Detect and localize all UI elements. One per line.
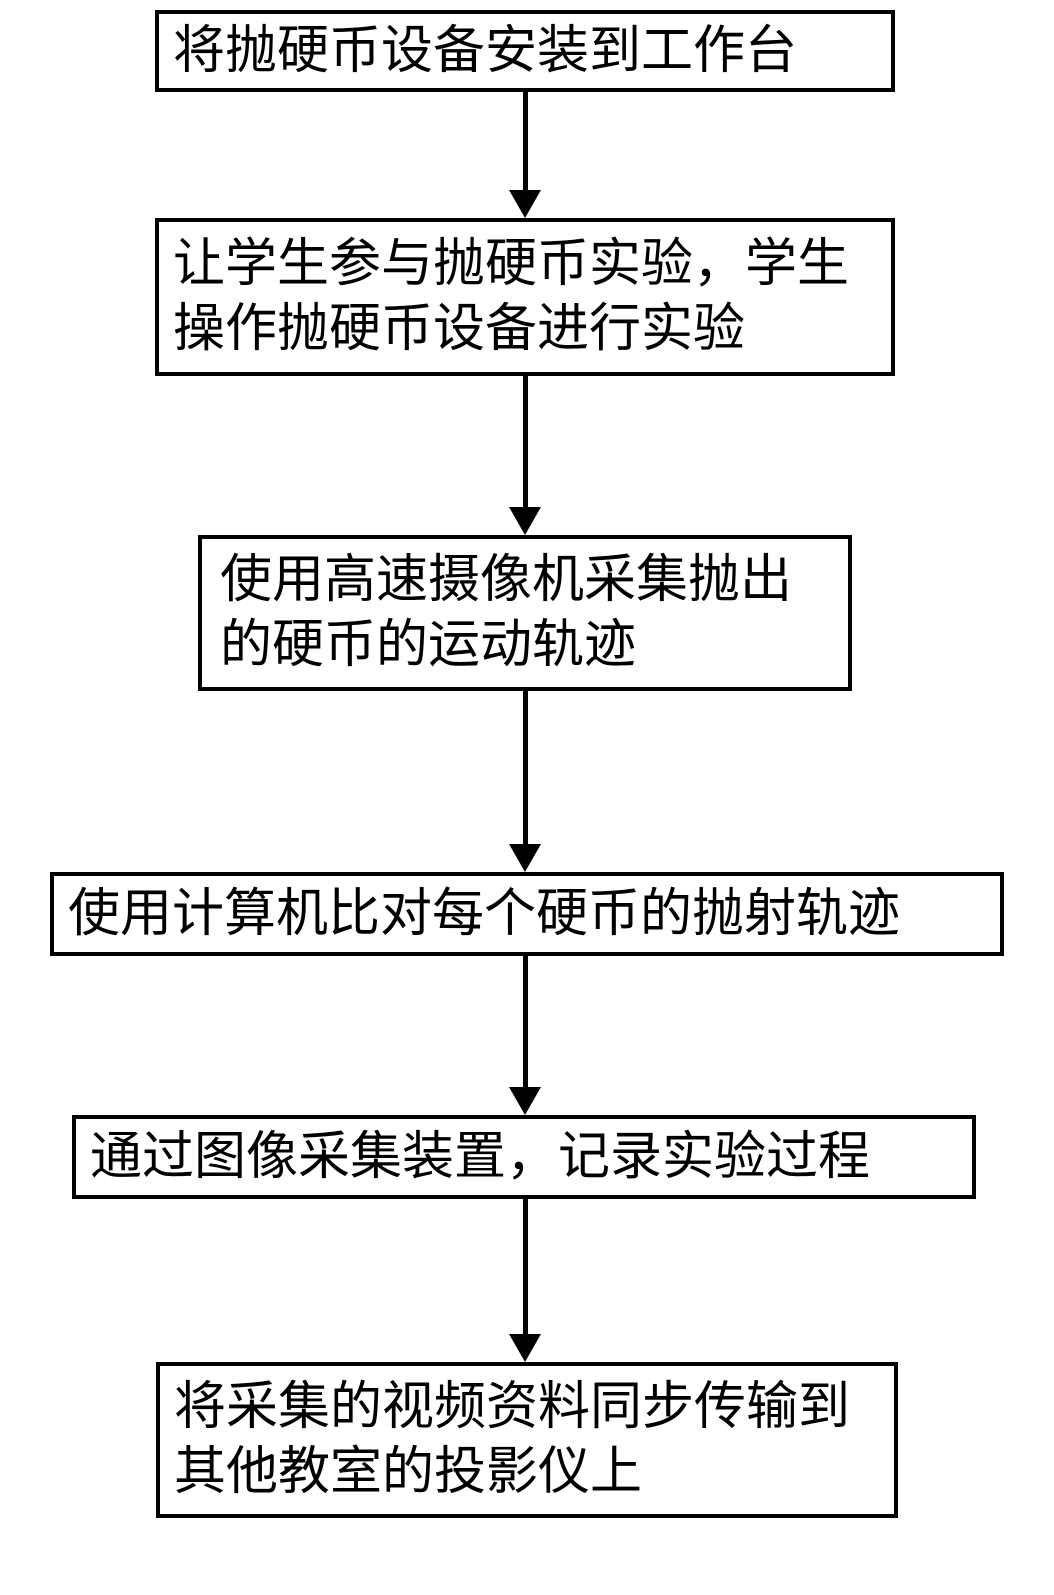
flowchart-canvas: 将抛硬币设备安装到工作台让学生参与抛硬币实验，学生操作抛硬币设备进行实验使用高速… [0, 0, 1054, 1595]
arrow-head-icon [509, 190, 541, 218]
flow-node-label: 使用高速摄像机采集抛出的硬币的运动轨迹 [220, 548, 840, 678]
flow-node-n2: 让学生参与抛硬币实验，学生操作抛硬币设备进行实验 [155, 218, 895, 376]
flow-edge [523, 956, 528, 1087]
flow-node-n1: 将抛硬币设备安装到工作台 [155, 10, 895, 92]
flow-node-n3: 使用高速摄像机采集抛出的硬币的运动轨迹 [198, 535, 852, 691]
arrow-head-icon [509, 1334, 541, 1362]
flow-edge [523, 376, 528, 507]
flow-node-label: 使用计算机比对每个硬币的抛射轨迹 [68, 882, 992, 947]
flow-edge [523, 1199, 528, 1334]
flow-edge [523, 691, 528, 844]
flow-node-label: 将抛硬币设备安装到工作台 [173, 19, 883, 84]
arrow-head-icon [509, 507, 541, 535]
flow-node-n6: 将采集的视频资料同步传输到其他教室的投影仪上 [156, 1362, 898, 1518]
flow-node-n5: 通过图像采集装置，记录实验过程 [72, 1115, 976, 1199]
flow-node-n4: 使用计算机比对每个硬币的抛射轨迹 [50, 872, 1004, 956]
flow-edge [523, 92, 528, 190]
arrow-head-icon [509, 844, 541, 872]
arrow-head-icon [509, 1087, 541, 1115]
flow-node-label: 让学生参与抛硬币实验，学生操作抛硬币设备进行实验 [173, 232, 883, 362]
flow-node-label: 将采集的视频资料同步传输到其他教室的投影仪上 [174, 1375, 886, 1505]
flow-node-label: 通过图像采集装置，记录实验过程 [90, 1125, 964, 1190]
